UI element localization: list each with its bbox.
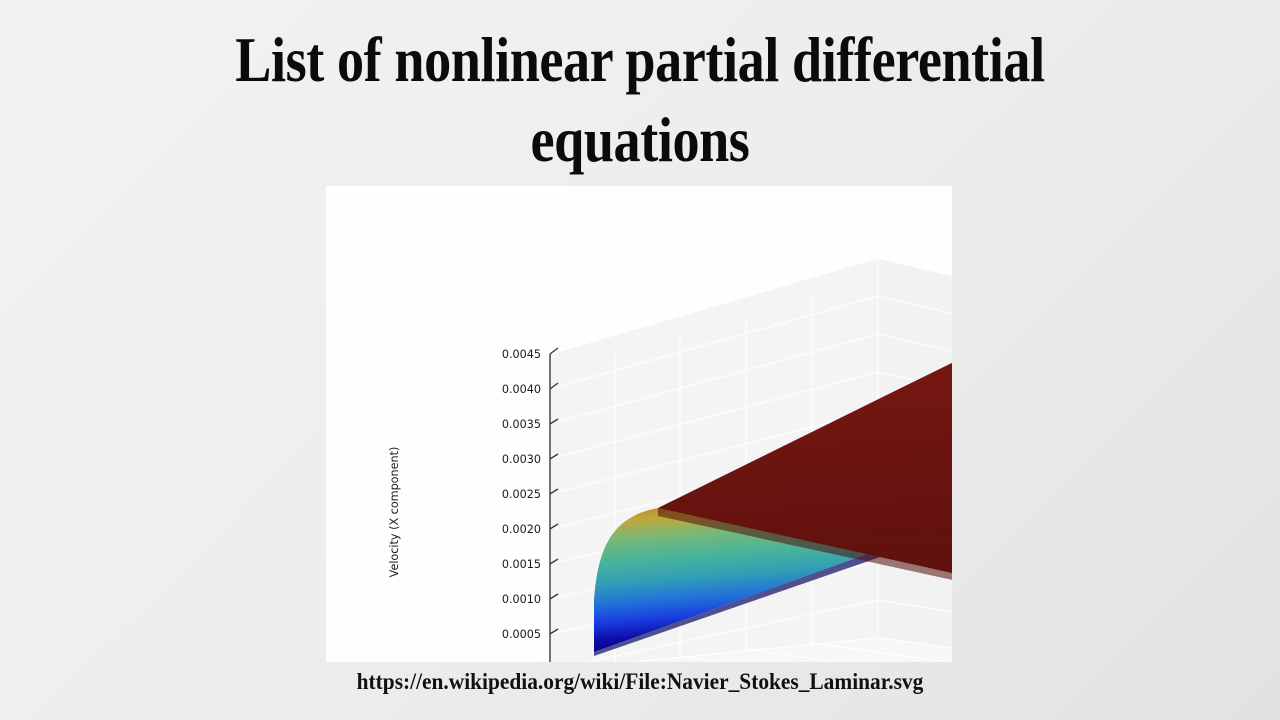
z-axis-title: Velocity (X component) [388,447,401,578]
z-tick-8: 0.0040 [502,383,541,396]
z-tick-4: 0.0020 [502,523,541,536]
page-title: List of nonlinear partial differential e… [235,25,1045,175]
z-tick-labels: 0.0045 0.0040 0.0035 0.0030 0.0025 0.002… [502,348,541,641]
z-tick-2: 0.0010 [502,593,541,606]
gridlines-floor [626,637,952,662]
surface-plateau-front-left [658,508,952,580]
surface-plateau-top [658,362,952,574]
source-url-caption: https://en.wikipedia.org/wiki/File:Navie… [356,669,924,694]
z-tick-5: 0.0025 [502,488,541,501]
z-tick-9: 0.0045 [502,348,541,361]
z-tick-7: 0.0035 [502,418,541,431]
figure-panel: 0.0045 0.0040 0.0035 0.0030 0.0025 0.002… [326,186,952,662]
surface-mesh [594,362,952,656]
surface-left-wall-foot [594,538,912,656]
z-tick-6: 0.0030 [502,453,541,466]
z-tick-1: 0.0005 [502,628,541,641]
surface-ripples [857,516,952,536]
surface-plot-3d: 0.0045 0.0040 0.0035 0.0030 0.0025 0.002… [388,257,952,662]
z-tick-3: 0.0015 [502,558,541,571]
pane-floor [632,638,952,662]
z-axis [549,347,559,662]
